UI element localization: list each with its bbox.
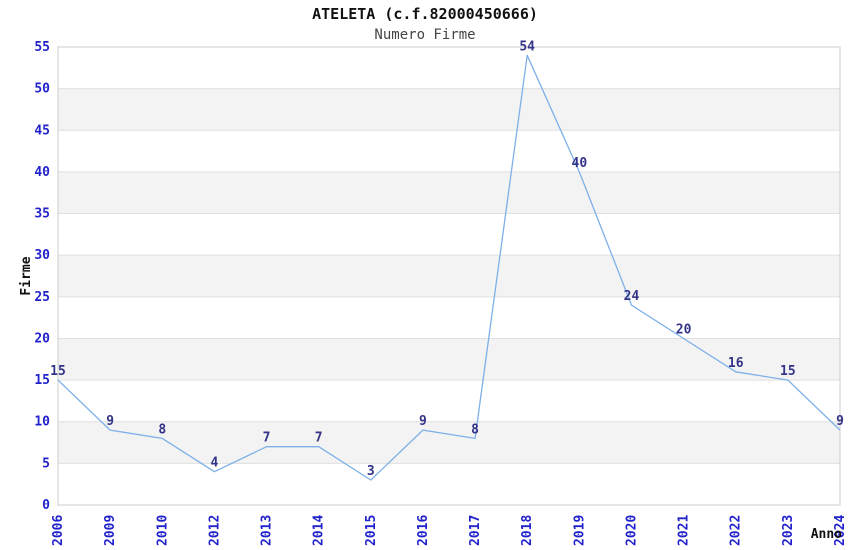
point-label: 40 <box>572 156 588 171</box>
y-axis-tick-label: 0 <box>42 498 50 513</box>
x-axis-tick-label: 2017 <box>468 515 483 546</box>
point-label: 7 <box>263 431 271 446</box>
x-axis-tick-label: 2009 <box>103 515 118 546</box>
y-axis-tick-label: 20 <box>34 331 50 346</box>
y-axis-tick-label: 40 <box>34 165 50 180</box>
x-axis-tick-label: 2014 <box>312 515 327 546</box>
x-axis-tick-label: 2013 <box>260 515 275 546</box>
background-band <box>58 421 840 464</box>
x-axis-tick-label: 2022 <box>729 515 744 546</box>
y-axis-tick-label: 5 <box>42 456 50 471</box>
chart-title: ATELETA (c.f.82000450666) <box>312 5 538 23</box>
point-label: 7 <box>315 431 323 446</box>
point-label: 20 <box>676 322 692 337</box>
point-label: 8 <box>158 422 166 437</box>
y-axis-tick-label: 10 <box>34 415 50 430</box>
background-band <box>58 255 840 297</box>
y-axis-tick-label: 25 <box>34 290 50 305</box>
x-axis-tick-label: 2012 <box>207 515 222 546</box>
plot-border <box>57 46 841 506</box>
x-axis-tick-label: 2019 <box>572 515 587 546</box>
point-label: 9 <box>419 414 427 429</box>
chart-subtitle: Numero Firme <box>374 27 476 43</box>
point-label: 9 <box>106 414 114 429</box>
x-axis-tick-label: 2021 <box>677 515 692 546</box>
y-axis-title: Firme <box>19 256 34 295</box>
point-label: 15 <box>780 364 796 379</box>
y-axis-tick-label: 45 <box>34 123 50 138</box>
y-axis-tick-label: 15 <box>34 373 50 388</box>
point-label: 15 <box>50 364 66 379</box>
y-axis-tick-label: 30 <box>34 248 50 263</box>
point-label: 54 <box>519 39 535 54</box>
y-axis-tick-label: 35 <box>34 207 50 222</box>
x-axis-tick-label: 2016 <box>416 515 431 546</box>
point-label: 9 <box>836 414 844 429</box>
x-axis-tick-label: 2023 <box>781 515 796 546</box>
point-label: 24 <box>624 289 640 304</box>
x-axis-tick-label: 2010 <box>155 515 170 546</box>
point-label: 16 <box>728 356 744 371</box>
point-label: 4 <box>210 456 218 471</box>
x-axis-tick-label: 2006 <box>51 515 66 546</box>
point-label: 3 <box>367 464 375 479</box>
x-axis-tick-label: 2020 <box>624 515 639 546</box>
y-axis-tick-label: 55 <box>34 40 50 55</box>
x-axis-tick-label: 2024 <box>833 515 848 546</box>
y-axis-tick-label: 50 <box>34 82 50 97</box>
x-axis-title: Anno <box>811 527 842 542</box>
background-band <box>58 338 840 381</box>
background-band <box>58 88 840 131</box>
x-axis-tick-label: 2018 <box>520 515 535 546</box>
background-band <box>58 171 840 214</box>
point-label: 8 <box>471 422 479 437</box>
x-axis-tick-label: 2015 <box>364 515 379 546</box>
series-line <box>57 54 841 481</box>
